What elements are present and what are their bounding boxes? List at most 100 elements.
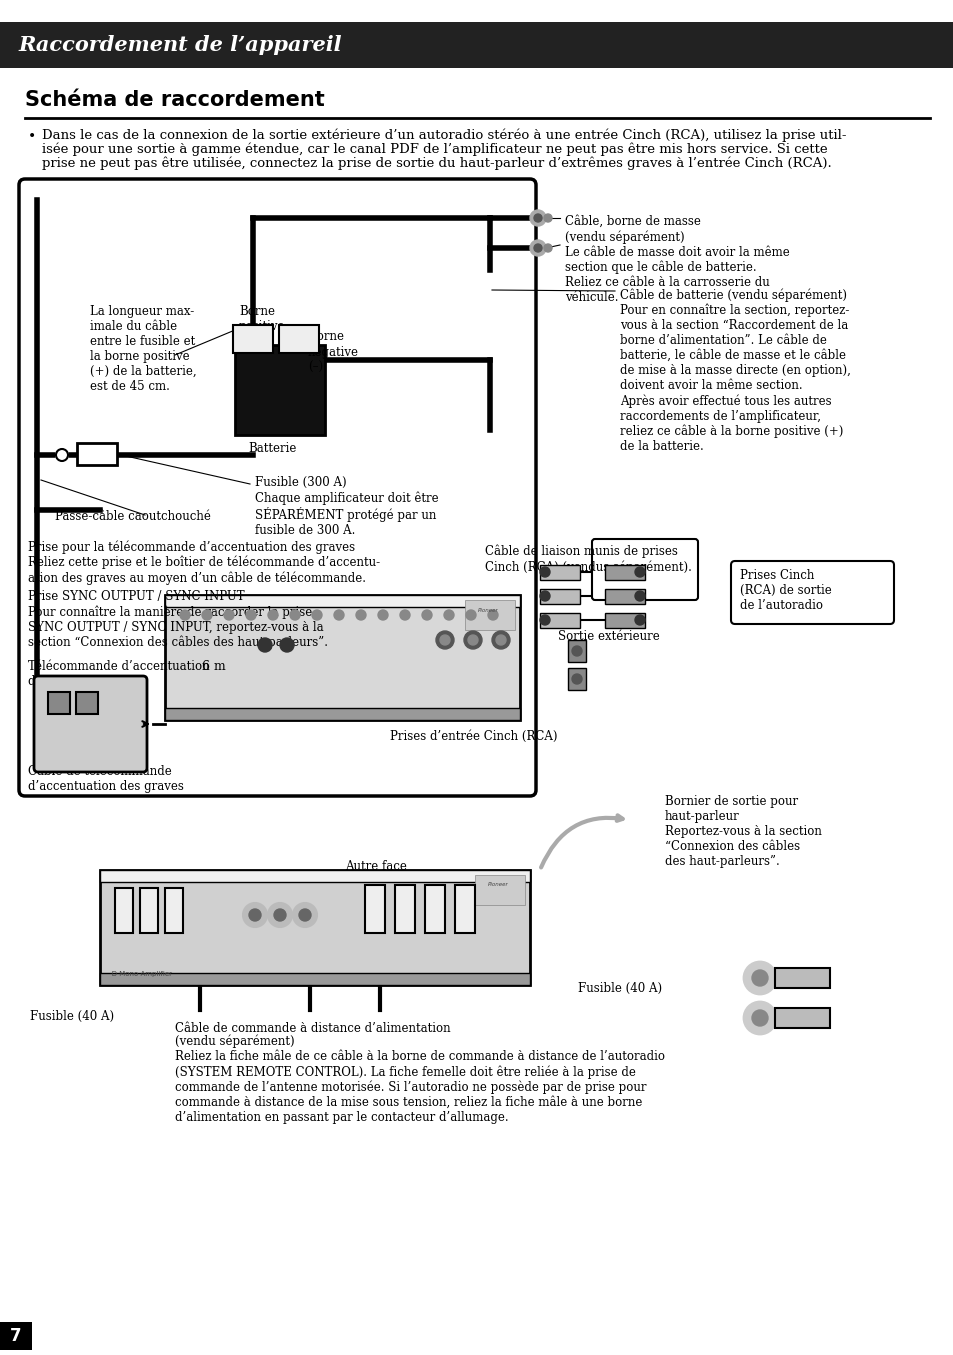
Bar [0, 1322, 32, 1350]
Circle shape [246, 610, 255, 621]
Circle shape [572, 673, 581, 684]
Bar [604, 612, 644, 627]
Bar [604, 589, 644, 604]
Bar [539, 589, 579, 604]
Bar [100, 870, 530, 985]
Text: Raccordement de l’appareil: Raccordement de l’appareil [18, 35, 341, 56]
Bar [140, 888, 158, 934]
Circle shape [243, 902, 267, 927]
Bar [165, 595, 519, 720]
Circle shape [334, 610, 344, 621]
Text: Schéma de raccordement: Schéma de raccordement [25, 89, 324, 110]
Text: prise ne peut pas être utilisée, connectez la prise de sortie du haut-parleur d’: prise ne peut pas être utilisée, connect… [42, 157, 831, 171]
Bar [539, 612, 579, 627]
Circle shape [751, 970, 767, 986]
Text: Pioneer: Pioneer [487, 882, 508, 888]
Circle shape [312, 610, 322, 621]
Circle shape [180, 610, 190, 621]
Circle shape [534, 244, 541, 252]
Bar [76, 692, 98, 714]
Circle shape [539, 591, 550, 602]
Circle shape [635, 615, 644, 625]
Bar [539, 565, 579, 580]
Circle shape [274, 909, 286, 921]
Bar [567, 668, 585, 690]
Circle shape [257, 638, 272, 652]
Circle shape [468, 635, 477, 645]
Circle shape [293, 902, 316, 927]
Circle shape [56, 449, 68, 461]
Bar [475, 875, 524, 905]
Bar [604, 565, 644, 580]
Text: Câble, borne de masse
(vendu séparément)
Le câble de masse doit avoir la même
se: Câble, borne de masse (vendu séparément)… [564, 215, 789, 305]
Bar [77, 443, 117, 465]
Text: Bornier de sortie pour
haut-parleur
Reportez-vous à la section
“Connexion des câ: Bornier de sortie pour haut-parleur Repo… [664, 795, 821, 869]
Circle shape [539, 566, 550, 577]
Circle shape [377, 610, 388, 621]
Bar [100, 870, 530, 882]
Text: •: • [28, 129, 36, 144]
Bar [365, 885, 385, 934]
Circle shape [530, 240, 545, 256]
Circle shape [355, 610, 366, 621]
Text: La longueur max-
imale du câble
entre le fusible et
la borne positive
(+) de la : La longueur max- imale du câble entre le… [90, 305, 196, 393]
Bar [165, 595, 519, 607]
FancyBboxPatch shape [730, 561, 893, 625]
Bar [395, 885, 415, 934]
Circle shape [268, 610, 277, 621]
Text: Borne
positive
(+): Borne positive (+) [239, 305, 285, 348]
FancyBboxPatch shape [34, 676, 147, 772]
Text: Câble de liaison munis de prises
Cinch (RCA) (vendus séparément).: Câble de liaison munis de prises Cinch (… [484, 545, 691, 575]
Text: Pioneer: Pioneer [477, 607, 497, 612]
Circle shape [436, 631, 454, 649]
Circle shape [751, 1009, 767, 1026]
Bar [115, 888, 132, 934]
Circle shape [463, 631, 481, 649]
Bar [234, 346, 325, 435]
Text: Câble de commande à distance d’alimentation: Câble de commande à distance d’alimentat… [174, 1022, 450, 1035]
Bar [48, 692, 70, 714]
Circle shape [496, 635, 505, 645]
Text: Prise pour la télécommande d’accentuation des graves
Reliez cette prise et le bo: Prise pour la télécommande d’accentuatio… [28, 541, 379, 585]
Circle shape [543, 214, 552, 222]
Circle shape [249, 909, 261, 921]
Circle shape [465, 610, 476, 621]
Circle shape [202, 610, 212, 621]
Text: isée pour une sortie à gamme étendue, car le canal PDF de l’amplificateur ne peu: isée pour une sortie à gamme étendue, ca… [42, 142, 827, 156]
Circle shape [443, 610, 454, 621]
Text: Sortie extérieure: Sortie extérieure [558, 630, 659, 644]
Bar [165, 709, 519, 720]
Bar [455, 885, 475, 934]
Circle shape [399, 610, 410, 621]
Circle shape [298, 909, 311, 921]
Circle shape [421, 610, 432, 621]
Circle shape [534, 214, 541, 222]
Text: Prises d’entrée Cinch (RCA): Prises d’entrée Cinch (RCA) [390, 730, 557, 743]
Circle shape [530, 210, 545, 226]
Bar [165, 888, 183, 934]
Circle shape [635, 566, 644, 577]
Bar [774, 967, 829, 988]
Text: Câble de batterie (vendu séparément)
Pour en connaître la section, reportez-
vou: Câble de batterie (vendu séparément) Pou… [619, 289, 850, 454]
Bar [100, 973, 530, 985]
Bar [567, 640, 585, 663]
Circle shape [268, 902, 292, 927]
Circle shape [572, 646, 581, 656]
Bar [424, 885, 444, 934]
FancyBboxPatch shape [19, 179, 536, 795]
Text: (vendu séparément): (vendu séparément) [174, 1035, 294, 1049]
Circle shape [635, 591, 644, 602]
Text: Borne
négative
(–): Borne négative (–) [308, 331, 358, 374]
Text: 6 m: 6 m [202, 660, 226, 673]
Bar [464, 600, 515, 630]
Text: Autre face: Autre face [345, 860, 406, 873]
Text: Prise SYNC OUTPUT / SYNC INPUT
Pour connaître la manière de raccorder la prise
S: Prise SYNC OUTPUT / SYNC INPUT Pour conn… [28, 589, 328, 649]
Bar [774, 1008, 829, 1028]
Bar [233, 325, 273, 354]
Circle shape [743, 1001, 775, 1034]
Circle shape [543, 244, 552, 252]
Circle shape [488, 610, 497, 621]
Circle shape [290, 610, 299, 621]
Text: Télécommande d’accentuation
des graves: Télécommande d’accentuation des graves [28, 660, 210, 688]
Text: Reliez la fiche mâle de ce câble à la borne de commande à distance de l’autoradi: Reliez la fiche mâle de ce câble à la bo… [174, 1050, 664, 1125]
